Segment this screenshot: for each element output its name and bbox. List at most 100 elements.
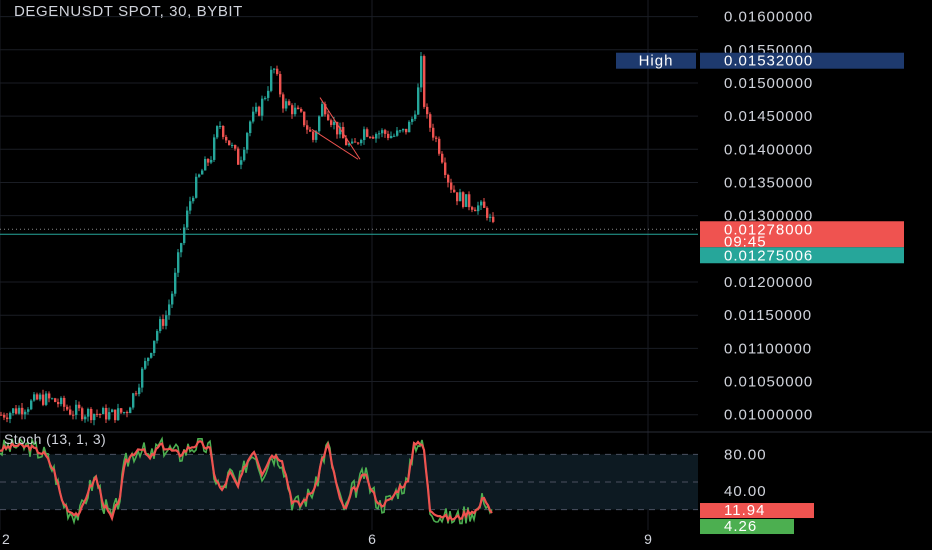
candle-body (447, 174, 450, 183)
candle-body (147, 357, 150, 362)
candle-body (93, 413, 96, 421)
trendline (319, 97, 361, 160)
candle-body (135, 393, 138, 395)
candle-body (126, 412, 129, 414)
candle-body (24, 411, 27, 415)
stoch-d-value-bg (700, 519, 794, 535)
bid-price-bg (700, 247, 904, 264)
candle-body (150, 352, 153, 358)
candle-body (270, 69, 273, 91)
candle-body (462, 192, 465, 207)
candle-body (114, 409, 117, 421)
candle-body (399, 130, 402, 132)
candle-body (312, 131, 315, 140)
candle-body (3, 414, 6, 418)
candle-body (45, 393, 48, 405)
bid-price-value: 0.01275006 (724, 247, 813, 264)
candle-body (66, 406, 69, 410)
candle-body (333, 121, 336, 125)
candle-body (69, 409, 72, 415)
candle-body (12, 408, 15, 414)
stoch-k-value: 11.94 (724, 502, 765, 519)
candle-body (414, 114, 417, 119)
candle-body (438, 138, 441, 154)
candle-body (153, 340, 156, 353)
candle-body (402, 128, 405, 131)
candle-body (186, 210, 189, 228)
candle-body (174, 272, 177, 294)
candle-body (219, 125, 222, 127)
candle-body (261, 98, 264, 116)
candle-body (486, 207, 489, 218)
candle-body (27, 409, 30, 412)
candle-body (255, 106, 258, 112)
candle-body (354, 141, 357, 143)
candle-body (363, 129, 366, 141)
candle-body (234, 145, 237, 149)
candle-body (375, 134, 378, 139)
y-tick-label: 0.01600000 (724, 9, 813, 26)
high-value-bg (700, 52, 904, 69)
candle-body (36, 394, 39, 400)
candle-body (441, 153, 444, 163)
candle-body (6, 417, 9, 420)
candle-body (198, 174, 201, 177)
candle-body (237, 148, 240, 165)
candle-body (120, 408, 123, 413)
candle-body (357, 142, 360, 144)
candle-body (15, 408, 18, 414)
candle-body (396, 130, 399, 136)
candle-body (330, 120, 333, 125)
axes: 0.016000000.015500000.015000000.01450000… (2, 9, 813, 547)
candle-body (246, 133, 249, 150)
high-label: High (639, 53, 674, 70)
candle-body (189, 201, 192, 211)
candle-body (99, 413, 102, 415)
y-tick-label: 0.01050000 (724, 374, 813, 391)
stoch-k-line (0, 439, 493, 523)
candle-body (144, 361, 147, 369)
candle-body (192, 197, 195, 202)
trendline (311, 128, 359, 160)
y-tick-label: 0.01100000 (724, 340, 812, 357)
candle-body (267, 90, 270, 98)
candle-body (51, 398, 54, 400)
candle-body (111, 409, 114, 413)
candle-body (294, 107, 297, 115)
candle-body (408, 121, 411, 133)
candle-body (276, 68, 279, 75)
candle-body (195, 176, 198, 198)
candle-body (216, 126, 219, 138)
countdown-value: 09:45 (724, 233, 767, 250)
candle-body (141, 368, 144, 388)
candle-body (339, 126, 342, 135)
candle-body (87, 408, 90, 417)
candle-body (252, 111, 255, 122)
candle-body (102, 407, 105, 415)
candle-body (453, 189, 456, 193)
candle-body (297, 107, 300, 110)
candle-body (483, 201, 486, 208)
candle-body (105, 407, 108, 420)
candle-body (321, 104, 324, 117)
candle-body (450, 182, 453, 190)
candle-body (465, 194, 468, 207)
candle-body (207, 159, 210, 163)
candle-body (129, 407, 132, 414)
stoch-d-line (0, 436, 493, 526)
y-tick-label: 0.01400000 (724, 141, 813, 158)
candle-body (72, 414, 75, 416)
chart-title: DEGENUSDT SPOT, 30, BYBIT (14, 3, 243, 20)
candle-body (303, 111, 306, 126)
candle-body (213, 137, 216, 160)
candle-body (288, 101, 291, 106)
stoch-y-tick-label: 80.00 (724, 446, 767, 463)
candle-body (336, 121, 339, 135)
candle-body (54, 398, 57, 402)
candle-body (159, 319, 162, 332)
candle-body (132, 393, 135, 408)
candle-body (18, 407, 21, 414)
candle-body (291, 105, 294, 115)
candle-body (360, 140, 363, 144)
